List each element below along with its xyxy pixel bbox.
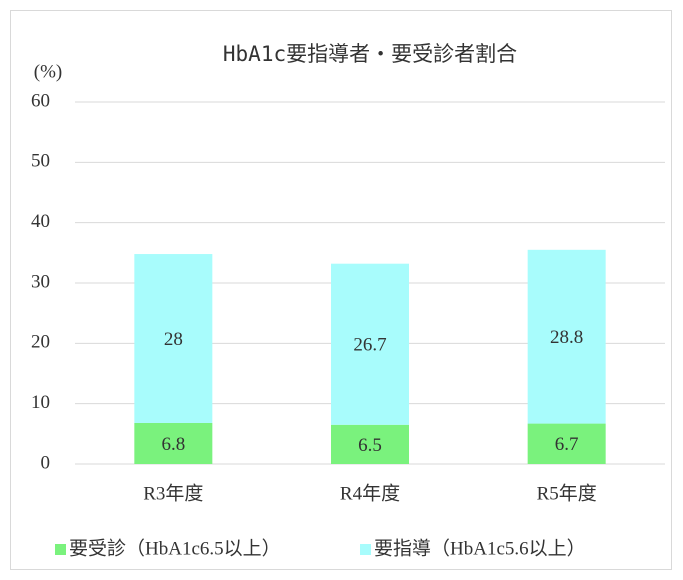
- chart-title: HbA1c要指導者・要受診者割合: [223, 42, 517, 66]
- data-label: 28: [164, 329, 183, 350]
- bar-segment: [134, 422, 213, 464]
- y-tick-label: 30: [31, 271, 50, 292]
- data-label: 6.5: [358, 435, 382, 456]
- bar-segment: [331, 424, 409, 464]
- x-tick-label: R3年度: [143, 482, 203, 504]
- bar-segment: [527, 423, 606, 464]
- legend-label: 要受診（HbA1c6.5以上）: [69, 537, 281, 559]
- legend-label: 要指導（HbA1c5.6以上）: [374, 537, 586, 559]
- y-tick-label: 0: [41, 452, 51, 473]
- y-tick-label: 20: [31, 332, 50, 353]
- data-label: 28.8: [550, 327, 583, 348]
- x-tick-label: R4年度: [340, 482, 400, 504]
- bar-segment: [134, 254, 213, 423]
- bar-segment: [331, 263, 409, 425]
- data-label: 26.7: [353, 335, 386, 356]
- y-tick-label: 50: [31, 151, 50, 172]
- y-tick-label: 40: [31, 211, 50, 232]
- bar-segment: [527, 249, 606, 424]
- legend-swatch: [360, 544, 371, 555]
- x-tick-label: R5年度: [537, 482, 597, 504]
- y-axis-label: (%): [34, 61, 62, 82]
- y-tick-label: 10: [31, 392, 50, 413]
- data-label: 6.8: [161, 434, 185, 455]
- legend-swatch: [55, 544, 66, 555]
- data-label: 6.7: [555, 434, 579, 455]
- y-tick-label: 60: [31, 90, 50, 111]
